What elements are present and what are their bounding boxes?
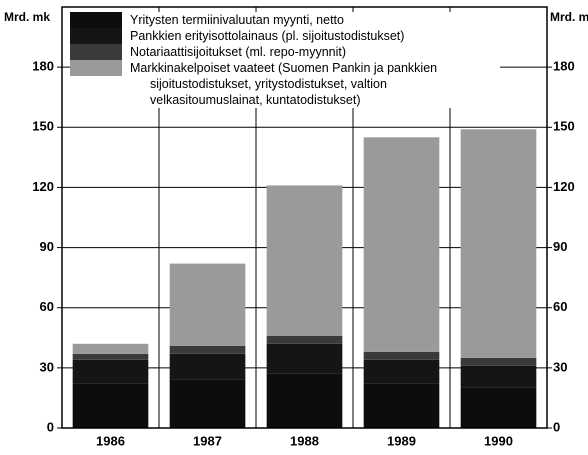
y2-tick-label: 180 bbox=[553, 59, 575, 74]
y2-tick-label: 120 bbox=[553, 179, 575, 194]
legend-label: Pankkien erityisottolainaus (pl. sijoitu… bbox=[130, 29, 405, 43]
y2-tick-label: 90 bbox=[553, 239, 567, 254]
y-tick-label: 120 bbox=[32, 179, 54, 194]
legend-item: Pankkien erityisottolainaus (pl. sijoitu… bbox=[70, 28, 500, 44]
legend-item: Yritysten termiinivaluutan myynti, netto bbox=[70, 12, 500, 28]
y2-tick-label: 60 bbox=[553, 299, 567, 314]
y-tick-label: 180 bbox=[32, 59, 54, 74]
x-tick-label: 1990 bbox=[484, 433, 513, 448]
bar-segment bbox=[460, 357, 537, 366]
bar-segment bbox=[72, 359, 149, 384]
legend-swatch bbox=[70, 60, 122, 76]
legend: Yritysten termiinivaluutan myynti, netto… bbox=[70, 12, 500, 108]
bar-segment bbox=[460, 129, 537, 358]
bar-segment bbox=[72, 383, 149, 428]
bar-segment bbox=[169, 353, 246, 380]
y-tick-label: 60 bbox=[40, 299, 54, 314]
legend-label: Notariaattisijoitukset (ml. repo-myynnit… bbox=[130, 45, 347, 59]
x-tick-label: 1986 bbox=[96, 433, 125, 448]
y-tick-label: 30 bbox=[40, 359, 54, 374]
bar-segment bbox=[460, 387, 537, 428]
y2-tick-label: 0 bbox=[553, 419, 560, 434]
y-tick-label: 90 bbox=[40, 239, 54, 254]
plot-frame bbox=[61, 6, 548, 429]
bar-segment bbox=[72, 353, 149, 360]
bar-segment bbox=[266, 373, 343, 428]
legend-label: Markkinakelpoiset vaateet (Suomen Pankin… bbox=[130, 61, 438, 107]
legend-swatch bbox=[70, 28, 122, 44]
bar-segment bbox=[460, 365, 537, 388]
legend-label: Yritysten termiinivaluutan myynti, netto bbox=[130, 13, 344, 27]
bar-segment bbox=[363, 351, 440, 360]
bar-segment bbox=[169, 263, 246, 346]
bar-segment bbox=[363, 383, 440, 428]
y-tick-label: 150 bbox=[32, 119, 54, 134]
x-tick-label: 1988 bbox=[290, 433, 319, 448]
bar-segment bbox=[266, 335, 343, 344]
y2-tick-label: 150 bbox=[553, 119, 575, 134]
legend-item: Notariaattisijoitukset (ml. repo-myynnit… bbox=[70, 44, 500, 60]
legend-item: Markkinakelpoiset vaateet (Suomen Pankin… bbox=[70, 60, 500, 108]
bar-segment bbox=[266, 343, 343, 374]
x-tick-label: 1987 bbox=[193, 433, 222, 448]
bar-segment bbox=[169, 345, 246, 354]
y-tick-label: 0 bbox=[47, 419, 54, 434]
y2-tick-label: 30 bbox=[553, 359, 567, 374]
legend-swatch bbox=[70, 12, 122, 28]
y2-axis-label: Mrd. mk bbox=[550, 10, 588, 24]
bar-segment bbox=[169, 379, 246, 428]
bar-segment bbox=[363, 137, 440, 352]
y-axis-label: Mrd. mk bbox=[4, 10, 50, 24]
bar-segment bbox=[363, 359, 440, 384]
x-tick-label: 1989 bbox=[387, 433, 416, 448]
bar-segment bbox=[266, 185, 343, 336]
legend-swatch bbox=[70, 44, 122, 60]
bar-segment bbox=[72, 343, 149, 354]
